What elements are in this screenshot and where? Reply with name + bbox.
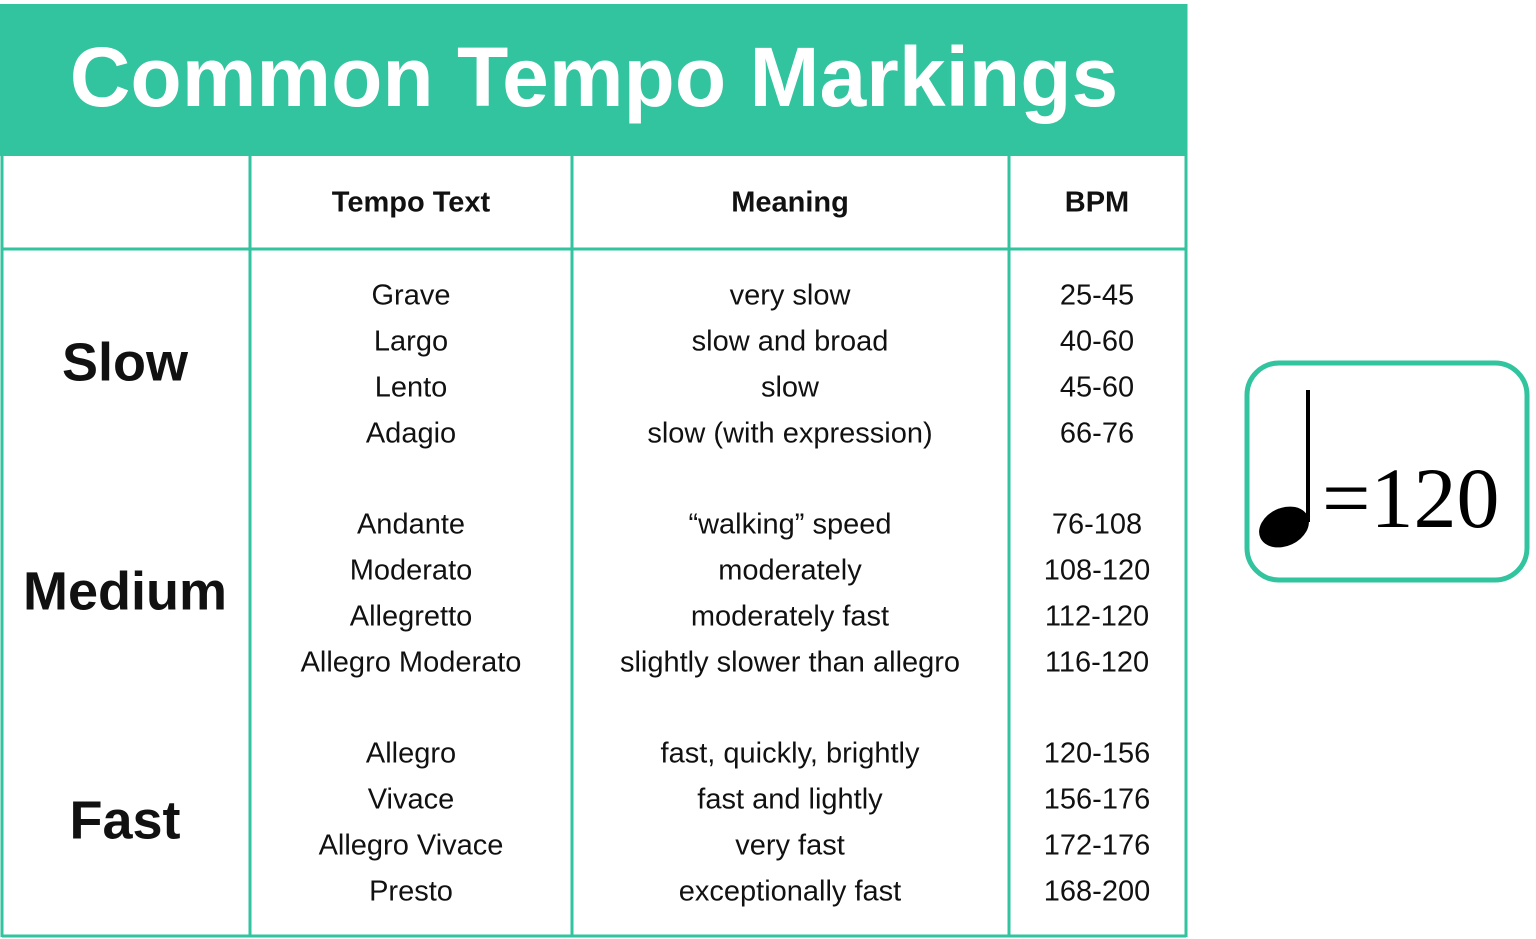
table-cell: very fast <box>735 830 845 862</box>
table-cell: Adagio <box>366 418 456 450</box>
title: Common Tempo Markings <box>70 30 1119 124</box>
column-header: Tempo Text <box>332 187 491 219</box>
table-cell: Grave <box>372 280 451 312</box>
column-header: Meaning <box>731 187 849 219</box>
table-cell: moderately fast <box>691 601 889 633</box>
note-box: =120 <box>1244 360 1530 583</box>
group-label: Slow <box>62 332 189 392</box>
table-cell: fast and lightly <box>697 784 883 816</box>
title-band <box>0 4 1187 156</box>
table-cell: Allegro <box>366 738 456 770</box>
table-cell: Presto <box>369 876 453 908</box>
table-cell: slow (with expression) <box>647 418 932 450</box>
group-label: Fast <box>69 790 180 850</box>
table-cell: Allegretto <box>350 601 473 633</box>
table-cell: fast, quickly, brightly <box>661 738 920 770</box>
table-cell: 25-45 <box>1060 280 1134 312</box>
table-cell: slow and broad <box>692 326 889 358</box>
table-cell: 76-108 <box>1052 509 1142 541</box>
table-cell: 156-176 <box>1044 784 1150 816</box>
table-cell: Largo <box>374 326 448 358</box>
table-cell: 112-120 <box>1045 601 1149 633</box>
table-cell: 120-156 <box>1044 738 1150 770</box>
table-cell: slow <box>761 372 820 404</box>
table-cell: very slow <box>730 280 852 312</box>
table-cell: Lento <box>375 372 448 404</box>
table-cell: 168-200 <box>1044 876 1150 908</box>
column-header: BPM <box>1065 187 1129 219</box>
table-cell: Allegro Vivace <box>319 830 504 862</box>
table-cell: 45-60 <box>1060 372 1134 404</box>
table-cell: Allegro Moderato <box>301 647 522 679</box>
tempo-note-text: =120 <box>1322 450 1500 546</box>
table-cell: Vivace <box>368 784 455 816</box>
table-cell: exceptionally fast <box>679 876 901 908</box>
table-cell: moderately <box>718 555 862 587</box>
table-cell: Moderato <box>350 555 473 587</box>
table-cell: 40-60 <box>1060 326 1134 358</box>
table-cell: 108-120 <box>1044 555 1150 587</box>
group-label: Medium <box>23 561 227 621</box>
table-cell: “walking” speed <box>688 509 891 541</box>
table-cell: 66-76 <box>1060 418 1134 450</box>
table-cell: slightly slower than allegro <box>620 647 960 679</box>
table-grid <box>0 4 1188 938</box>
table-cell: 116-120 <box>1045 647 1149 679</box>
table-cell: Andante <box>357 509 465 541</box>
table-cell: 172-176 <box>1044 830 1150 862</box>
